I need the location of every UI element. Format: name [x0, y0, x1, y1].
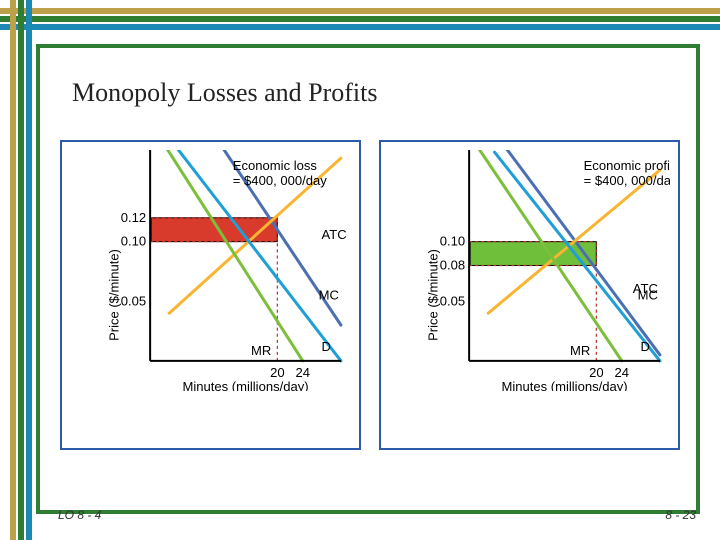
- svg-text:0.10: 0.10: [440, 234, 465, 249]
- svg-text:0.12: 0.12: [121, 210, 146, 225]
- lo-label: LO 8 - 4: [58, 508, 101, 522]
- svg-text:MR: MR: [570, 343, 590, 358]
- svg-text:Economic loss: Economic loss: [233, 158, 318, 173]
- plot-right: 0.050.080.102024ATCMCMRDEconomic profit=…: [439, 150, 670, 391]
- slide-title: Monopoly Losses and Profits: [72, 78, 378, 108]
- svg-text:D: D: [641, 339, 650, 354]
- svg-text:Minutes (millions/day): Minutes (millions/day): [182, 379, 308, 391]
- stripe-v-1: [10, 0, 16, 540]
- stripe-v-2: [18, 0, 24, 540]
- svg-text:MR: MR: [251, 343, 271, 358]
- svg-text:0.10: 0.10: [121, 234, 146, 249]
- svg-text:20: 20: [270, 365, 285, 380]
- chart-row: Price ($/minute) 0.050.100.122024ATCMCMR…: [60, 140, 680, 450]
- svg-text:= $400, 000/day: = $400, 000/day: [233, 173, 327, 188]
- stripe-h-1: [0, 8, 720, 14]
- svg-text:Economic profit: Economic profit: [584, 158, 670, 173]
- svg-text:MC: MC: [319, 287, 339, 302]
- svg-text:0.08: 0.08: [440, 258, 465, 273]
- plot-left: 0.05 0.10 0.12 20 24 ATC MC MR D Economic loss= $…: [120, 150, 351, 391]
- page-num: 8 - 23: [665, 508, 696, 522]
- svg-text:D: D: [322, 339, 331, 354]
- svg-text:24: 24: [615, 365, 630, 380]
- svg-text:20: 20: [589, 365, 604, 380]
- svg-text:ATC: ATC: [322, 227, 347, 242]
- svg-text:= $400, 000/day: = $400, 000/day: [584, 173, 670, 188]
- svg-text:MC: MC: [638, 287, 658, 302]
- chart-loss: Price ($/minute) 0.050.100.122024ATCMCMR…: [60, 140, 361, 450]
- stripe-h-3: [0, 24, 720, 30]
- svg-text:24: 24: [296, 365, 311, 380]
- stripe-h-2: [0, 16, 720, 22]
- svg-text:Minutes (millions/day): Minutes (millions/day): [501, 379, 627, 391]
- chart-profit: Price ($/minute) 0.050.080.102024ATCMCMR…: [379, 140, 680, 450]
- svg-text:0.05: 0.05: [121, 293, 146, 308]
- stripe-v-3: [26, 0, 32, 540]
- svg-text:0.05: 0.05: [440, 293, 465, 308]
